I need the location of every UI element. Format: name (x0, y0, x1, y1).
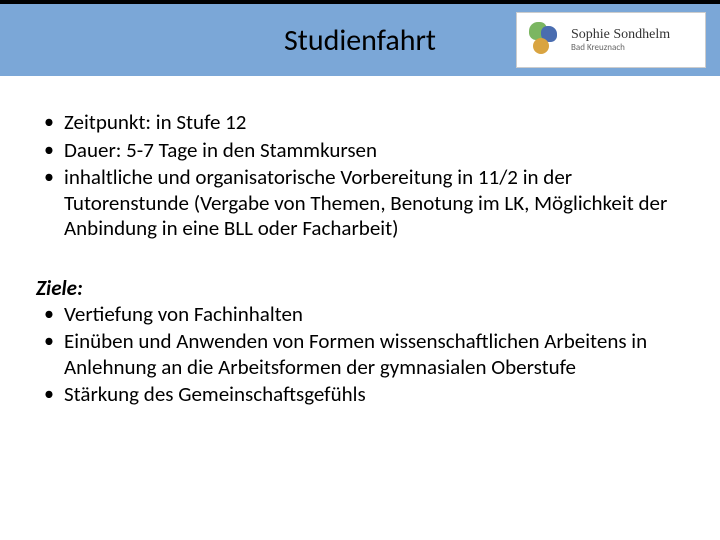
logo-text: Sophie Sondhelm Bad Kreuznach (571, 27, 670, 52)
list-item: Vertiefung von Fachinhalten (36, 302, 684, 328)
logo-name: Sophie Sondhelm (571, 27, 670, 42)
list-item: inhaltliche und organisatorische Vorbere… (36, 165, 684, 242)
main-bullet-list: Zeitpunkt: in Stufe 12 Dauer: 5-7 Tage i… (36, 110, 684, 242)
list-item: Stärkung des Gemeinschaftsgefühls (36, 382, 684, 408)
list-item: Dauer: 5-7 Tage in den Stammkursen (36, 138, 684, 164)
ziele-heading: Ziele: (36, 276, 684, 302)
ziele-bullet-list: Vertiefung von Fachinhalten Einüben und … (36, 302, 684, 408)
content-area: Zeitpunkt: in Stufe 12 Dauer: 5-7 Tage i… (0, 76, 720, 462)
list-item: Einüben und Anwenden von Formen wissensc… (36, 329, 684, 380)
logo-icon (523, 20, 563, 60)
list-item: Zeitpunkt: in Stufe 12 (36, 110, 684, 136)
logo-box: Sophie Sondhelm Bad Kreuznach (516, 12, 706, 68)
header-bar: Studienfahrt Sophie Sondhelm Bad Kreuzna… (0, 0, 720, 76)
logo-subtitle: Bad Kreuznach (571, 43, 670, 53)
